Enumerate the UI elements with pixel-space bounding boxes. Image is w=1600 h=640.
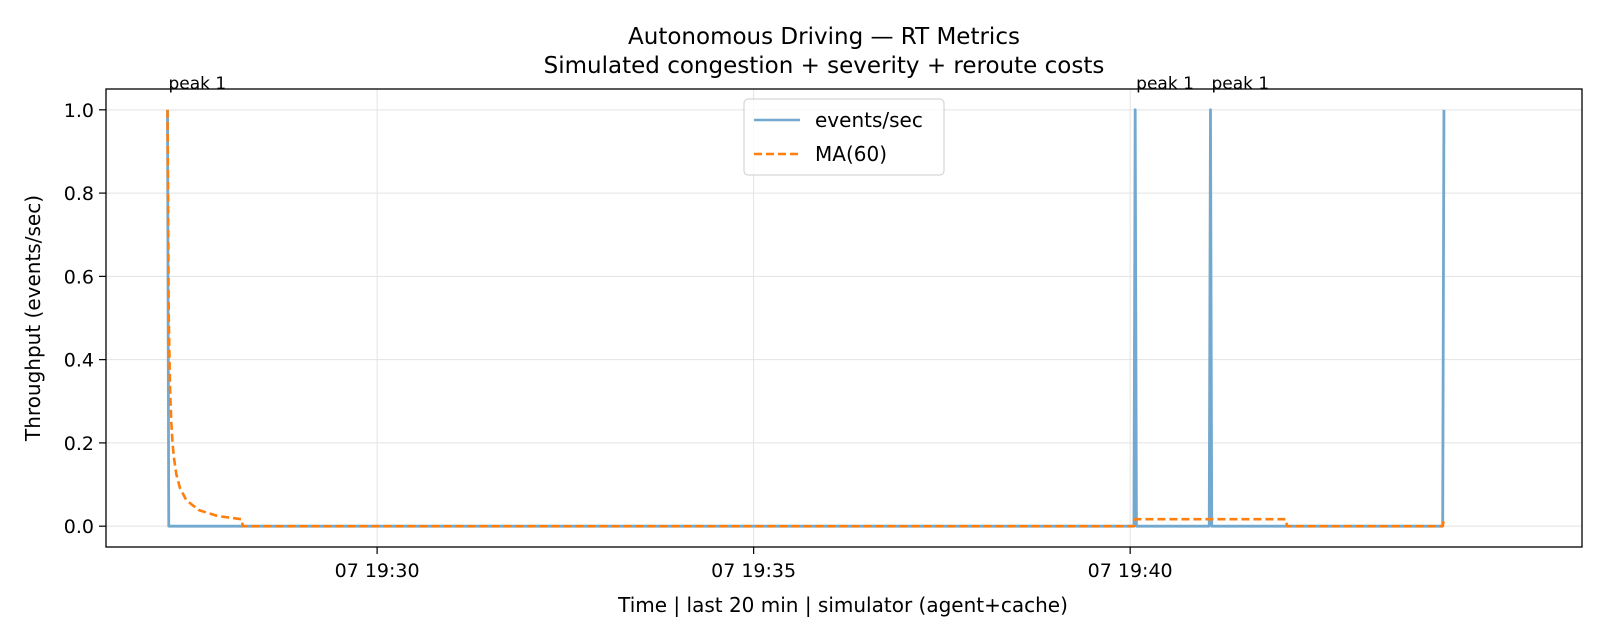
y-tick-label: 1.0 (64, 100, 94, 122)
series-line-ma60 (166, 109, 1446, 528)
x-axis-label: Time | last 20 min | simulator (agent+ca… (617, 593, 1068, 617)
y-axis: 0.0 0.2 0.4 0.6 0.8 1.0 (64, 100, 106, 538)
peak-annotation: peak 1 (169, 74, 227, 94)
series-layer (166, 108, 1446, 528)
y-tick-label: 0.2 (64, 433, 94, 455)
y-tick-label: 0.4 (64, 350, 94, 372)
peak-annotation: peak 1 (1136, 74, 1194, 94)
y-tick-label: 0.6 (64, 266, 94, 288)
y-axis-label: Throughput (events/sec) (21, 195, 45, 442)
x-tick-label: 07 19:35 (711, 560, 796, 582)
peak-annotation: peak 1 (1211, 74, 1269, 94)
chart-subtitle: Simulated congestion + severity + rerout… (544, 53, 1105, 79)
x-tick-label: 07 19:30 (335, 560, 420, 582)
legend-label-events: events/sec (815, 108, 923, 132)
legend-box (743, 98, 945, 176)
y-tick-label: 0.8 (64, 183, 94, 205)
legend-label-ma60: MA(60) (815, 142, 887, 166)
x-axis: 07 19:30 07 19:35 07 19:40 (335, 547, 1173, 582)
chart-title: Autonomous Driving — RT Metrics (628, 24, 1020, 50)
x-tick-label: 07 19:40 (1088, 560, 1173, 582)
legend: events/sec MA(60) (743, 98, 945, 176)
plot-frame (105, 88, 1583, 548)
y-tick-label: 0.0 (64, 516, 94, 538)
